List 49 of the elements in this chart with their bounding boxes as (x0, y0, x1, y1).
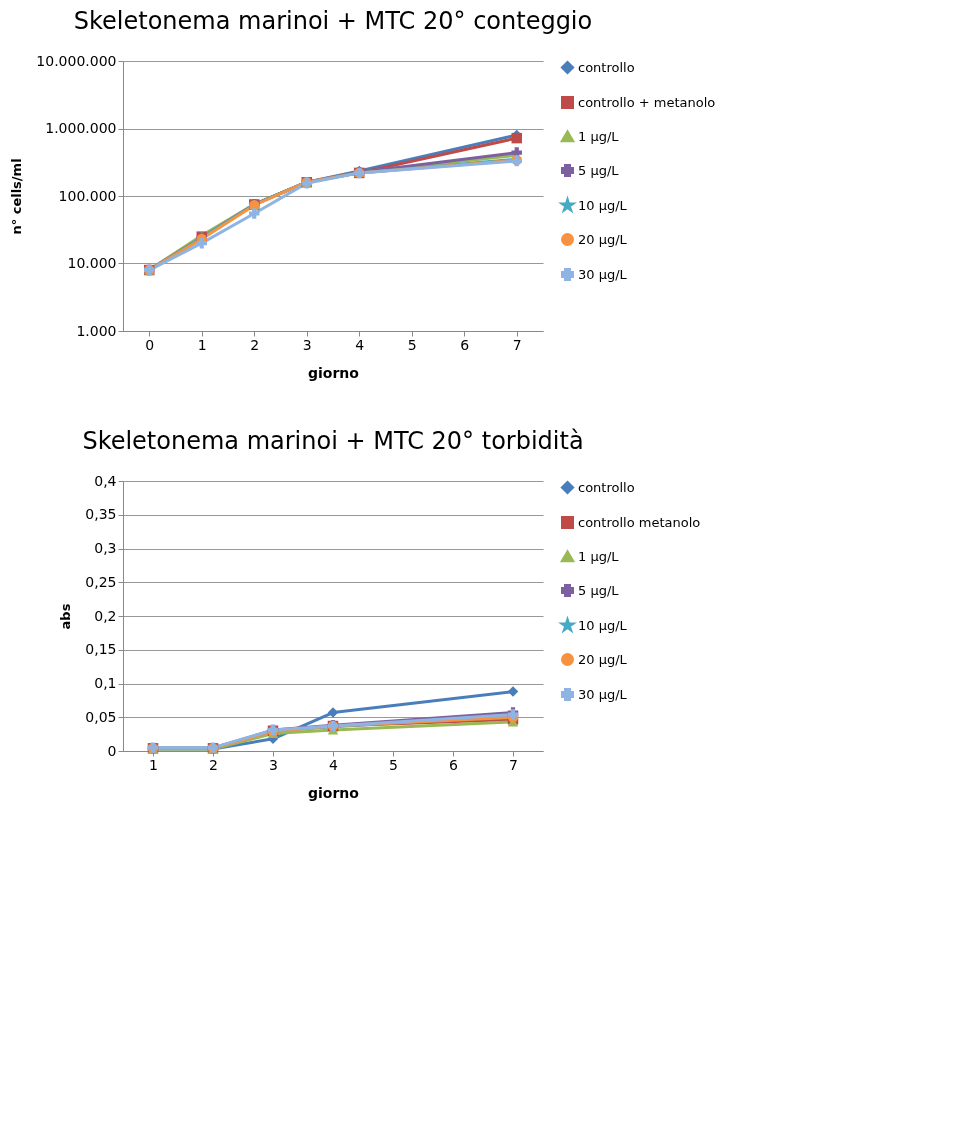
x-tick-label: 3 (302, 336, 312, 353)
legend-label: 5 µg/L (578, 582, 620, 598)
x-axis-title: giorno (308, 364, 360, 381)
y-tick-label: 0,2 (94, 607, 117, 624)
y-tick-label: 0,1 (94, 675, 117, 691)
x-tick-label: 2 (250, 336, 260, 353)
y-tick-label: 100.000 (58, 187, 117, 204)
legend-label: 20 µg/L (578, 231, 628, 247)
chart-title: Skeletonema marinoi + MTC 20° conteggio (73, 7, 593, 35)
y-tick-label: 1.000 (76, 322, 117, 339)
x-tick-label: 4 (329, 756, 339, 773)
legend-label: 1 µg/L (578, 128, 620, 144)
legend-label: 1 µg/L (578, 548, 620, 564)
legend-label: 30 µg/L (578, 266, 628, 282)
y-tick-label: 0,25 (85, 573, 117, 590)
legend-label: 10 µg/L (578, 617, 628, 633)
y-tick-label: 10.000.000 (36, 52, 117, 69)
x-tick-label: 4 (355, 336, 365, 353)
x-tick-label: 0 (145, 336, 155, 353)
x-tick-label: 7 (509, 756, 518, 773)
y-tick-label: 0,15 (85, 641, 117, 658)
y-axis-title: abs (58, 603, 74, 630)
y-tick-label: 0,3 (94, 540, 117, 556)
y-tick-label: 0,35 (85, 506, 117, 523)
y-tick-label: 10.000 (67, 255, 117, 271)
y-axis-title: n° cells/ml (9, 158, 25, 235)
y-tick-label: 0 (107, 742, 117, 759)
y-tick-label: 0,05 (85, 708, 117, 725)
x-tick-label: 5 (407, 336, 417, 353)
legend-label: controllo (578, 59, 635, 75)
y-tick-label: 1.000.000 (45, 120, 117, 136)
x-tick-label: 5 (389, 756, 398, 773)
legend-label: 10 µg/L (578, 197, 628, 213)
x-tick-label: 6 (460, 336, 470, 353)
y-tick-label: 0,4 (94, 472, 117, 489)
x-tick-label: 3 (269, 756, 278, 773)
x-tick-label: 2 (209, 756, 218, 773)
x-axis-title: giorno (308, 784, 360, 801)
chart-title: Skeletonema marinoi + MTC 20° torbidità (82, 427, 584, 455)
legend-label: controllo + metanolo (578, 94, 716, 110)
legend-label: 5 µg/L (578, 162, 620, 178)
legend-label: controllo (578, 479, 635, 495)
x-tick-label: 1 (149, 756, 158, 773)
legend-label: 20 µg/L (578, 651, 628, 667)
x-tick-label: 7 (512, 336, 522, 353)
legend-label: controllo metanolo (578, 514, 701, 530)
x-tick-label: 1 (197, 336, 207, 353)
x-tick-label: 6 (449, 756, 459, 773)
legend-label: 30 µg/L (578, 686, 628, 702)
